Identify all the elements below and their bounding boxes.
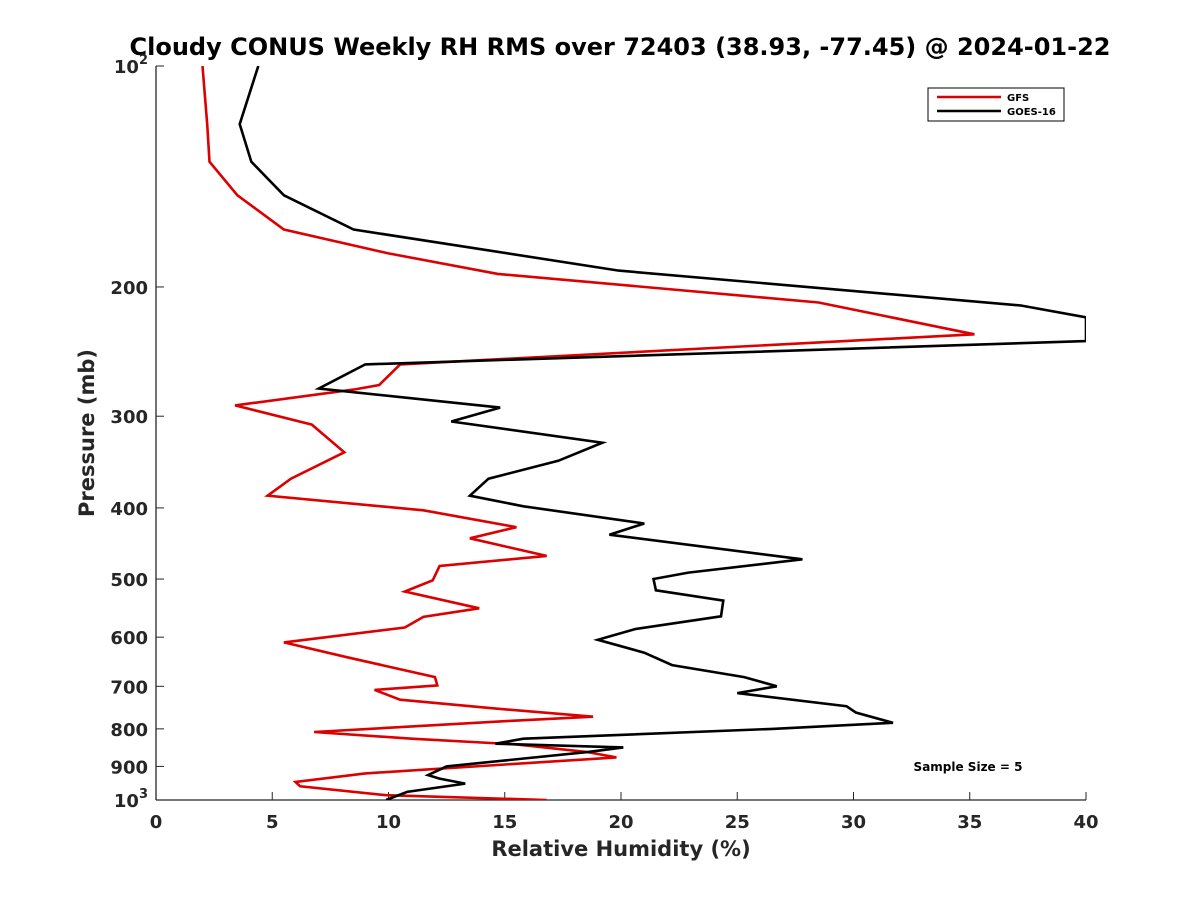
x-axis-label: Relative Humidity (%)	[491, 837, 750, 861]
y-tick-label: 500	[110, 570, 148, 591]
legend-label-gfs: GFS	[1007, 93, 1029, 104]
y-tick-label: 300	[110, 407, 148, 428]
x-tick-label: 30	[841, 812, 866, 833]
x-tick-label: 0	[150, 812, 163, 833]
series-line-goes16	[238, 66, 1086, 800]
y-tick-label: 700	[110, 677, 148, 698]
y-tick-label: 102	[114, 53, 148, 78]
legend-label-goes16: GOES-16	[1007, 107, 1056, 118]
x-tick-label: 35	[957, 812, 982, 833]
x-tick-label: 25	[725, 812, 750, 833]
x-tick-label: 10	[376, 812, 401, 833]
y-tick-label: 800	[110, 720, 148, 741]
x-tick-label: 5	[266, 812, 279, 833]
y-tick-label: 400	[110, 499, 148, 520]
y-tick-label: 900	[110, 757, 148, 778]
y-ticks: 102 200 300 400 500 600 700 800 900 103	[110, 53, 164, 812]
series-line-gfs	[201, 66, 975, 800]
legend-box	[927, 87, 1065, 122]
y-tick-label: 103	[114, 787, 148, 812]
sample-size-annotation: Sample Size = 5	[914, 760, 1023, 774]
x-tick-label: 40	[1073, 812, 1098, 833]
x-ticks: 0 5 10 15 20 25 30 35 40	[150, 792, 1099, 833]
x-tick-label: 20	[608, 812, 633, 833]
y-tick-label: 200	[110, 278, 148, 299]
chart-title: Cloudy CONUS Weekly RH RMS over 72403 (3…	[130, 33, 1111, 61]
series-lines	[201, 66, 1086, 800]
x-tick-label: 15	[492, 812, 517, 833]
y-tick-label: 600	[110, 628, 148, 649]
y-axis-label: Pressure (mb)	[75, 349, 99, 517]
legend: GFS GOES-16	[927, 87, 1065, 122]
